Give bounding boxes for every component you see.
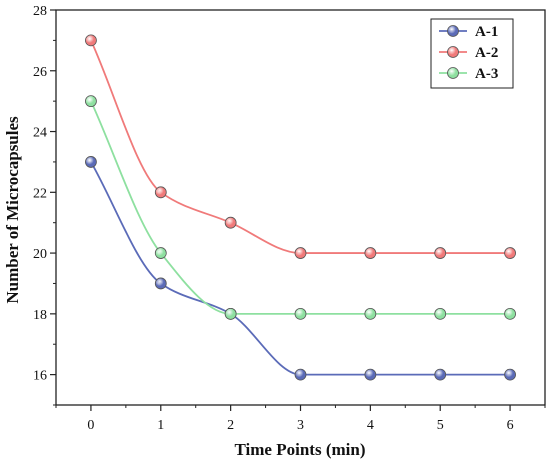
y-tick-label: 20 [33,247,47,262]
y-axis-title: Number of Microcapsules [3,116,22,304]
legend-marker [447,46,459,58]
legend-label: A-2 [475,45,498,61]
data-point-a-2 [434,247,447,259]
y-tick-label: 24 [33,126,47,141]
legend-label: A-3 [475,66,498,82]
data-point-a-2 [364,247,377,259]
x-tick-label: 2 [227,418,234,433]
y-tick-label: 28 [33,4,47,19]
data-point-a-2 [224,216,237,229]
y-tick-label: 26 [33,65,47,80]
series-line-a-1 [90,161,511,376]
data-point-a-1 [154,277,167,290]
y-tick-label: 16 [33,369,47,384]
data-point-a-3 [154,247,167,259]
x-axis-title: Time Points (min) [235,440,366,459]
data-point-a-1 [85,156,97,168]
x-tick-label: 1 [157,418,164,433]
data-point-a-3 [504,307,516,320]
data-point-a-1 [294,368,307,381]
legend-box [430,18,514,89]
data-point-a-1 [434,368,447,381]
legend: A-1 A-2 A-3 [430,18,514,89]
data-point-a-3 [85,95,97,108]
data-point-a-2 [294,247,307,259]
data-point-a-1 [364,368,377,381]
data-point-a-3 [224,307,237,320]
data-point-a-2 [85,34,97,47]
data-point-a-3 [364,307,377,320]
data-point-a-2 [154,186,167,199]
x-tick-label: 4 [367,418,374,433]
legend-label: A-1 [475,24,498,40]
legend-marker [447,25,459,37]
data-point-a-1 [504,368,516,381]
y-tick-label: 22 [33,186,47,201]
data-point-a-3 [294,307,307,320]
plot-area [85,34,516,381]
axes: 16 18 20 22 24 26 28 0 1 2 3 4 5 6 [33,4,546,433]
y-tick-label: 18 [33,308,47,323]
x-tick-label: 3 [297,418,304,433]
x-tick-label: 6 [507,418,514,433]
data-point-a-3 [434,307,447,320]
data-point-a-2 [504,247,516,259]
series-line-a-3 [90,100,511,315]
legend-marker [447,67,459,79]
x-tick-label: 5 [437,418,444,433]
x-tick-label: 0 [87,418,94,433]
